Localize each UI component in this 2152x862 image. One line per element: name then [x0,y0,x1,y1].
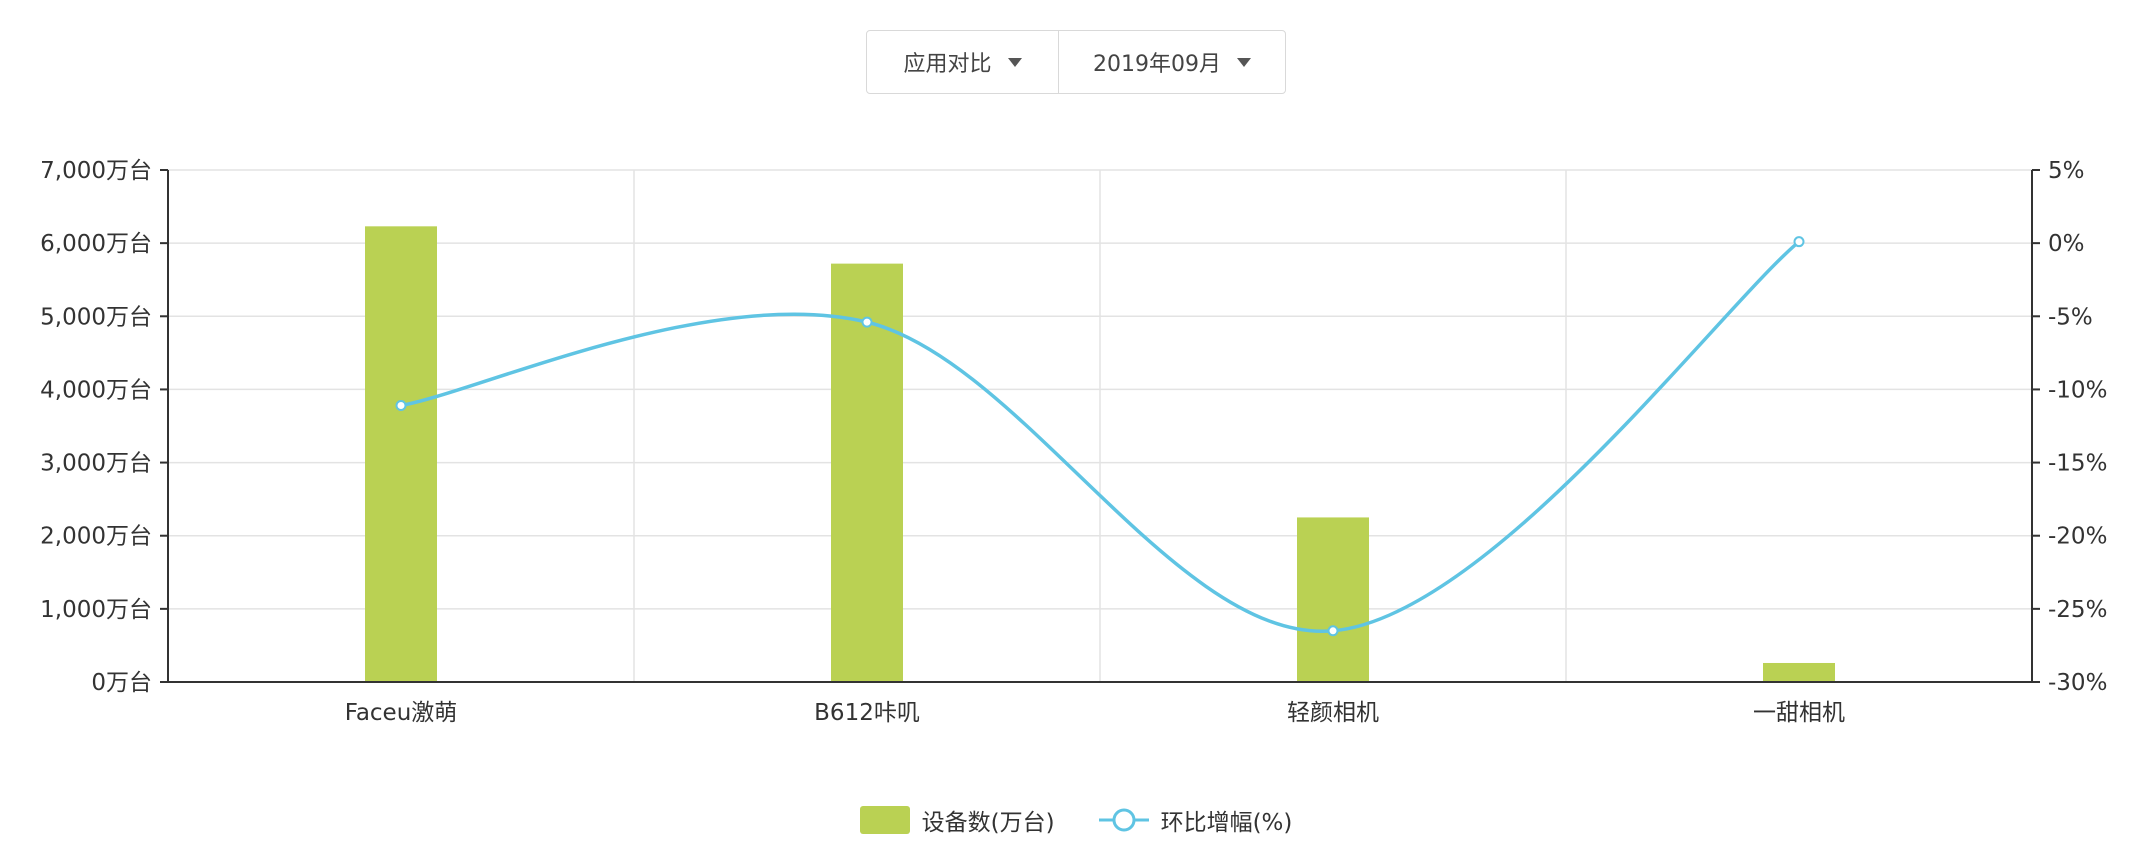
x-tick-label: Faceu激萌 [345,700,458,726]
app-compare-label: 应用对比 [903,52,992,77]
x-tick-label: 一甜相机 [1753,700,1845,726]
y-right-tick-label: -5% [2048,304,2093,330]
y-left-tick-label: 7,000万台 [40,158,152,184]
legend-label-growth: 环比增幅(%) [1160,810,1293,836]
y-right-tick-label: -15% [2048,451,2107,477]
legend-item-growth[interactable]: 环比增幅(%) [1098,803,1293,837]
y-right-tick-label: -10% [2048,377,2107,403]
bar [1763,662,1835,682]
bar [831,263,903,682]
y-right-tick-label: 0% [2048,231,2085,257]
y-right-tick-label: -30% [2048,670,2107,696]
y-left-tick-label: 2,000万台 [40,524,152,550]
axes [160,169,2040,683]
chart-legend: 设备数(万台) 环比增幅(%) [0,800,2152,840]
legend-item-devices[interactable]: 设备数(万台) [859,803,1055,837]
y-left-tick-label: 1,000万台 [40,597,152,623]
chevron-down-icon [1007,57,1022,67]
x-tick-label: 轻颜相机 [1287,700,1379,726]
bar-series [365,226,1835,682]
bar [1297,517,1369,682]
app-compare-dropdown[interactable]: 应用对比 [867,31,1059,93]
y-right-tick-label: -20% [2048,524,2107,550]
bar [365,226,437,682]
growth-line [400,240,1801,633]
line-point [1793,236,1805,248]
y-left-tick-label: 5,000万台 [40,304,152,330]
y-right-tick-label: -25% [2048,597,2107,623]
line-point [395,400,407,412]
y-left-tick-label: 3,000万台 [40,451,152,477]
legend-label-devices: 设备数(万台) [921,810,1055,836]
line-point [1327,625,1339,637]
grid-lines [168,169,2032,682]
line-series [395,236,1805,637]
y-right-tick-label: 5% [2048,158,2085,184]
legend-line-swatch [1098,808,1149,832]
legend-bar-swatch [859,806,910,834]
y-left-tick-label: 6,000万台 [40,231,152,257]
month-label: 2019年09月 [1093,52,1221,77]
y-left-tick-label: 4,000万台 [40,377,152,403]
y-left-tick-label: 0万台 [91,670,152,696]
chevron-down-icon [1236,57,1251,67]
month-dropdown[interactable]: 2019年09月 [1059,31,1285,93]
tick-labels: 0万台 -30% 1,000万台 -25% 2,000万台 -20% 3,000万台 -15%… [40,158,2107,726]
chart-toolbar: 应用对比 2019年09月 [866,30,1286,94]
line-point [861,316,873,328]
combo-chart: 0万台 -30% 1,000万台 -25% 2,000万台 -20% 3,000万台 -15%… [40,158,2107,726]
x-tick-label: B612咔叽 [814,700,920,726]
